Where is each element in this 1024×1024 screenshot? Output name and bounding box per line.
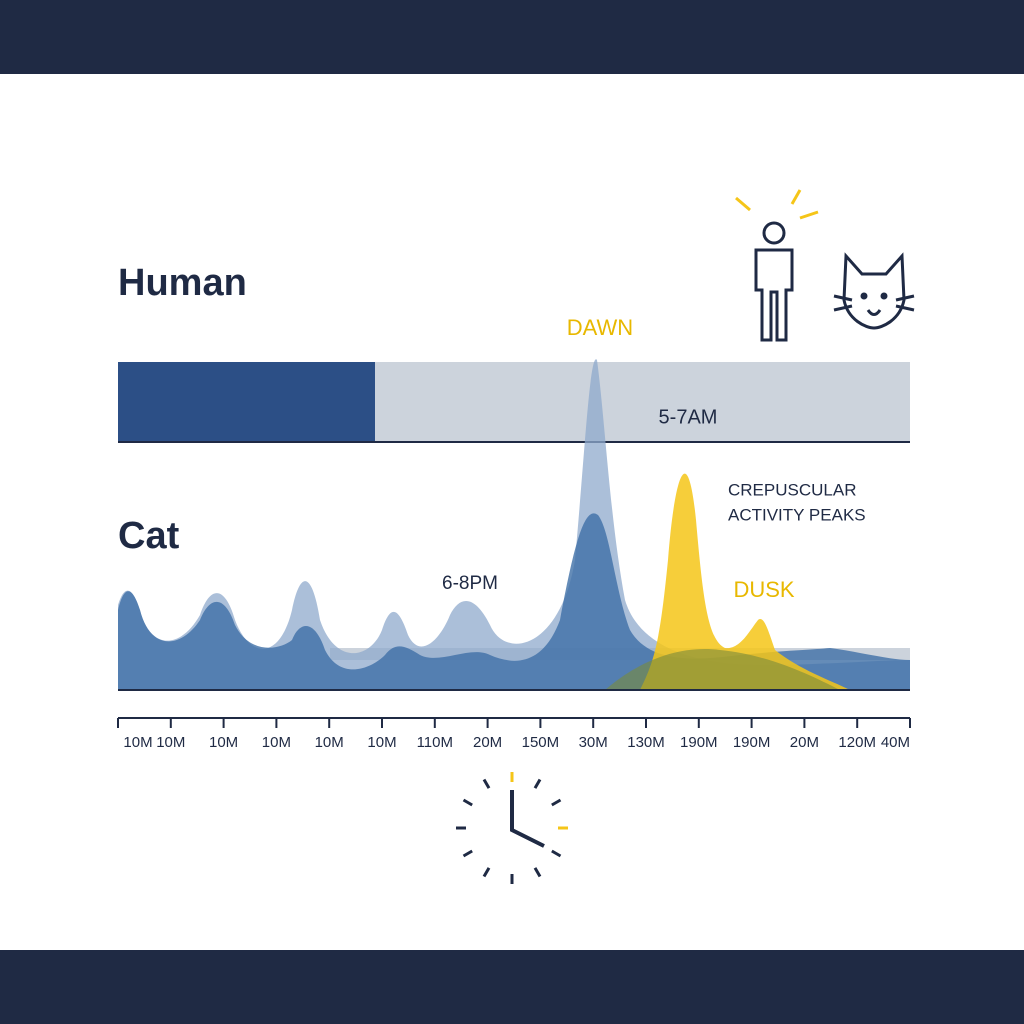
sun-rays [735, 189, 819, 220]
tick-label: 10M [367, 734, 396, 751]
tick-label: 110M [417, 734, 453, 751]
tick-label: 40M [881, 734, 910, 751]
dusk-time: 6-8PM [442, 573, 498, 594]
clock-tick [533, 778, 542, 789]
overlap-area [605, 649, 840, 690]
tick-label: 30M [579, 734, 608, 751]
tick-label: 120M [838, 734, 876, 751]
clock-tick [551, 849, 562, 858]
human-label: Human [118, 262, 247, 304]
dark-activity-area [118, 513, 910, 690]
clock-tick [533, 867, 542, 878]
tick-label: 130M [627, 734, 665, 751]
peaks-line-2: ACTIVITY PEAKS [728, 505, 866, 524]
person-icon [754, 221, 794, 342]
tick-label: 10M [262, 734, 291, 751]
clock-icon [456, 772, 568, 884]
tick-group: 10M 10M 10M 10M 10M 10M 110M 20M 150M 30M 130M 190M… [117, 718, 911, 751]
clock-tick [482, 778, 491, 789]
tick-label: 190M [733, 734, 771, 751]
bottom-bar [0, 950, 1024, 1024]
tick-label: 20M [790, 734, 819, 751]
clock-tick [462, 798, 473, 807]
tick-label: 10M [209, 734, 238, 751]
cat-label: Cat [118, 515, 180, 557]
dawn-time: 5-7AM [659, 406, 718, 428]
tick-label: 10M [315, 734, 344, 751]
light-activity-area [118, 359, 910, 690]
tick-label: 20M [473, 734, 502, 751]
dawn-label: DAWN [567, 315, 633, 340]
tick-label: 10M [123, 734, 152, 751]
clock-tick [462, 849, 473, 858]
top-bar [0, 0, 1024, 74]
tick-label: 190M [680, 734, 718, 751]
human-bar-active [118, 362, 375, 442]
peaks-line-1: CREPUSCULAR [728, 480, 856, 499]
tick-label: 10M [156, 734, 185, 751]
dusk-label: DUSK [733, 577, 794, 602]
clock-tick [482, 867, 491, 878]
dusk-peak [640, 473, 850, 690]
clock-tick [551, 798, 562, 807]
cat-icon [833, 252, 915, 330]
tick-label: 150M [522, 734, 560, 751]
